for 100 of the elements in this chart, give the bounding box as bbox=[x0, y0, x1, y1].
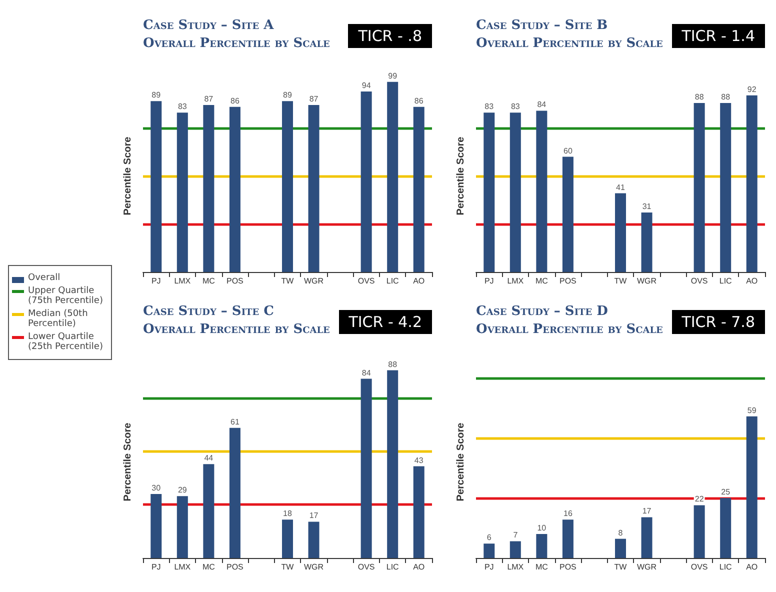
data-label: 25 bbox=[721, 488, 731, 496]
x-tick-label: OVS bbox=[358, 276, 375, 286]
x-tick-label: WGR bbox=[636, 276, 657, 286]
x-tick-label: AO bbox=[746, 276, 758, 286]
text: TICR - 1.4 bbox=[672, 24, 765, 48]
data-label: 86 bbox=[414, 96, 424, 106]
data-label: 84 bbox=[537, 100, 547, 110]
x-tick-label: TW bbox=[614, 276, 628, 286]
data-label: 83 bbox=[484, 102, 494, 112]
bar bbox=[510, 541, 521, 558]
bar bbox=[641, 212, 652, 272]
y-axis-title: Percentile Score bbox=[122, 422, 134, 502]
bar bbox=[720, 103, 732, 272]
x-tick-label: LIC bbox=[386, 276, 400, 286]
x-tick-label: POS bbox=[226, 562, 244, 572]
legend-label: Lower Quartile (25th Percentile) bbox=[28, 332, 104, 352]
data-label: 30 bbox=[152, 484, 162, 492]
bar bbox=[360, 378, 372, 558]
data-label: 89 bbox=[152, 90, 162, 100]
chart-title: Case Study – Site B bbox=[476, 18, 608, 33]
bar bbox=[641, 517, 652, 558]
y-axis-title: Percentile Score bbox=[122, 136, 134, 216]
x-tick-label: MC bbox=[535, 276, 548, 286]
chart-subtitle: Overall Percentile by Scale bbox=[143, 36, 330, 51]
chart-title: Case Study – Site A bbox=[143, 18, 274, 33]
chart-title: Case Study – Site C bbox=[143, 304, 274, 319]
bar bbox=[694, 103, 705, 272]
data-label: 17 bbox=[309, 511, 319, 520]
bar bbox=[720, 498, 732, 558]
x-tick-label: MC bbox=[202, 562, 216, 572]
chart-title: Case Study – Site D bbox=[476, 304, 608, 319]
legend-label: Median (50th Percentile) bbox=[28, 309, 89, 329]
bar bbox=[510, 112, 521, 272]
data-label: 22 bbox=[694, 494, 704, 504]
data-label: 89 bbox=[283, 90, 292, 100]
x-tick-label: MC bbox=[535, 562, 548, 572]
x-tick-label: POS bbox=[560, 562, 576, 572]
chart-subtitle: Overall Percentile by Scale bbox=[476, 322, 663, 337]
data-label: 7 bbox=[513, 530, 518, 540]
y-axis-title: Percentile Score bbox=[456, 136, 466, 216]
x-tick-label: WGR bbox=[636, 562, 657, 572]
bar bbox=[308, 104, 320, 272]
bar bbox=[360, 92, 372, 272]
x-tick-label: WGR bbox=[304, 276, 324, 286]
bar bbox=[176, 496, 188, 558]
data-label: 29 bbox=[178, 486, 188, 495]
bar bbox=[150, 494, 162, 558]
data-label: 87 bbox=[204, 94, 214, 104]
bar bbox=[282, 520, 293, 558]
data-label: 88 bbox=[388, 360, 398, 369]
x-tick-label: LMX bbox=[174, 276, 192, 286]
data-label: 61 bbox=[230, 417, 240, 426]
x-tick-label: PJ bbox=[484, 562, 494, 572]
bar bbox=[176, 112, 188, 272]
bar bbox=[615, 538, 626, 558]
data-label: 17 bbox=[642, 506, 652, 516]
bar bbox=[229, 428, 240, 558]
x-tick-label: PJ bbox=[484, 276, 494, 286]
bar bbox=[387, 82, 398, 272]
bar bbox=[484, 544, 495, 558]
bar bbox=[282, 101, 293, 272]
chart-subtitle: Overall Percentile by Scale bbox=[143, 322, 330, 337]
legend-label: Overall bbox=[28, 273, 60, 283]
data-label: 18 bbox=[283, 509, 292, 518]
text: TICR - 4.2 bbox=[338, 310, 432, 334]
data-label: 16 bbox=[564, 509, 573, 518]
data-label: 83 bbox=[510, 102, 520, 112]
data-label: 94 bbox=[362, 81, 372, 90]
x-tick-label: OVS bbox=[690, 562, 708, 572]
bar bbox=[536, 110, 548, 272]
x-tick-label: LIC bbox=[719, 276, 732, 286]
x-tick-label: WGR bbox=[304, 562, 324, 572]
data-label: 99 bbox=[388, 71, 398, 80]
bar bbox=[484, 112, 495, 272]
x-tick-label: AO bbox=[413, 276, 425, 286]
bar bbox=[387, 370, 398, 558]
x-tick-label: OVS bbox=[358, 562, 375, 572]
x-tick-label: PJ bbox=[151, 562, 161, 572]
bar bbox=[413, 466, 424, 558]
x-tick-label: LMX bbox=[174, 562, 192, 572]
x-tick-label: MC bbox=[202, 276, 216, 286]
data-label: 41 bbox=[616, 182, 626, 192]
text: TICR - 7.8 bbox=[672, 310, 765, 334]
bar bbox=[308, 522, 320, 558]
data-label: 59 bbox=[747, 406, 757, 415]
data-label: 84 bbox=[362, 368, 372, 378]
x-tick-label: POS bbox=[226, 276, 244, 286]
chart-subtitle: Overall Percentile by Scale bbox=[476, 36, 663, 51]
x-tick-label: TW bbox=[281, 562, 294, 572]
data-label: 8 bbox=[618, 528, 624, 538]
x-tick-label: PJ bbox=[151, 276, 161, 286]
y-axis-title: Percentile Score bbox=[456, 422, 466, 502]
bar bbox=[413, 106, 424, 272]
bar bbox=[746, 416, 758, 558]
data-label: 92 bbox=[747, 84, 757, 94]
bar bbox=[229, 106, 240, 272]
bar bbox=[562, 156, 574, 272]
x-tick-label: LIC bbox=[386, 562, 400, 572]
data-label: 10 bbox=[537, 524, 547, 532]
legend-label: Upper Quartile (75th Percentile) bbox=[28, 286, 104, 306]
